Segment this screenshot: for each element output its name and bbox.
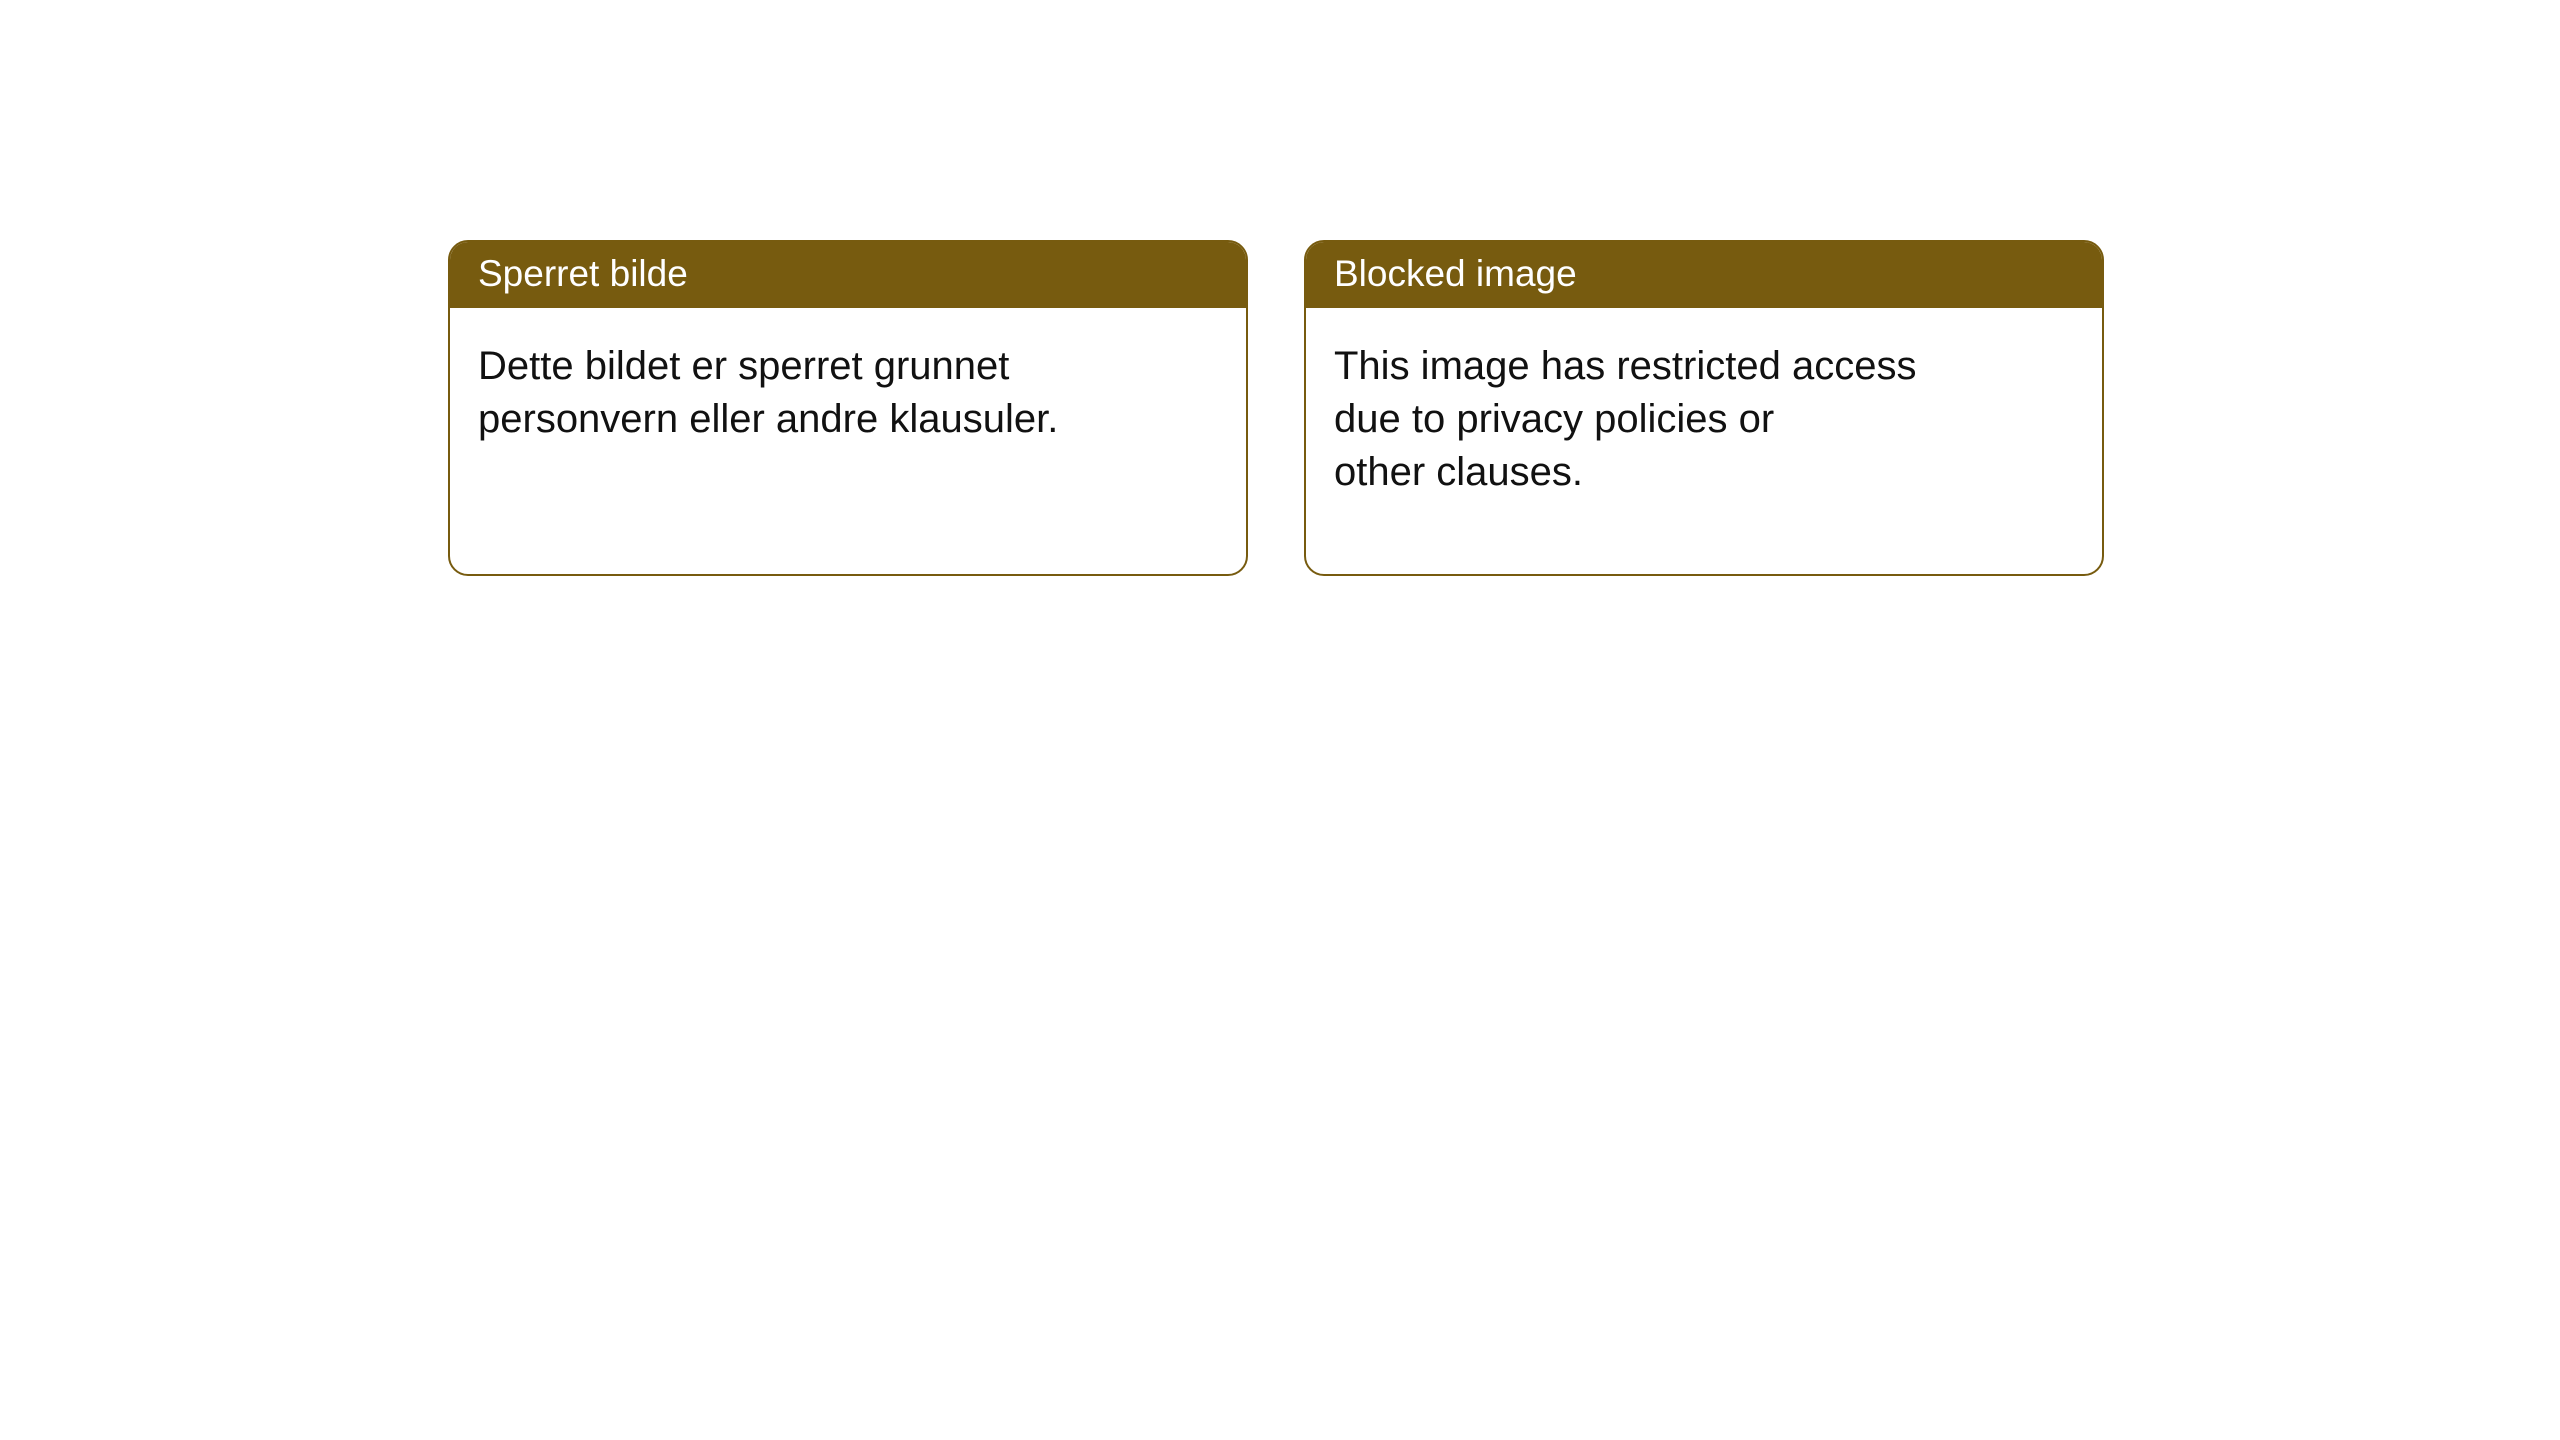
notice-container: Sperret bilde Dette bildet er sperret gr…: [0, 0, 2560, 576]
notice-card-english: Blocked image This image has restricted …: [1304, 240, 2104, 576]
notice-title-english: Blocked image: [1306, 242, 2102, 308]
notice-body-english: This image has restricted access due to …: [1306, 308, 2102, 526]
notice-body-norwegian: Dette bildet er sperret grunnet personve…: [450, 308, 1246, 474]
notice-title-norwegian: Sperret bilde: [450, 242, 1246, 308]
notice-card-norwegian: Sperret bilde Dette bildet er sperret gr…: [448, 240, 1248, 576]
